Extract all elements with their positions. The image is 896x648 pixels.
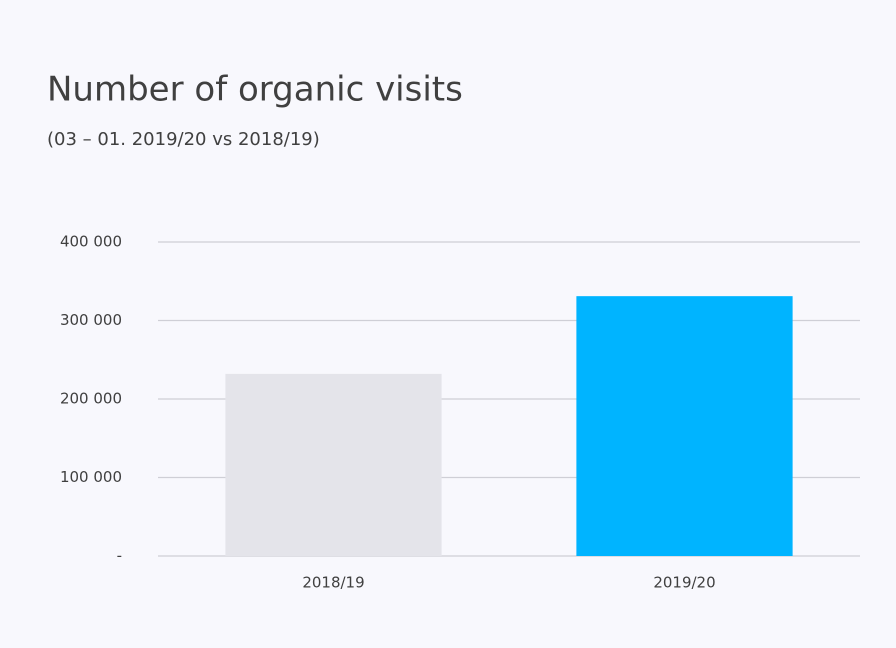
y-tick-label: 300 000 [60, 311, 122, 329]
bar [576, 296, 793, 556]
chart-subtitle: (03 – 01. 2019/20 vs 2018/19) [47, 129, 320, 150]
y-tick-label: 400 000 [60, 233, 122, 251]
x-tick-label: 2019/20 [653, 574, 715, 592]
y-tick-label: - [117, 547, 122, 565]
chart-title: Number of organic visits [47, 70, 463, 110]
x-tick-label: 2018/19 [302, 574, 364, 592]
y-tick-label: 200 000 [60, 390, 122, 408]
y-tick-label: 100 000 [60, 468, 122, 486]
bar [225, 373, 442, 556]
